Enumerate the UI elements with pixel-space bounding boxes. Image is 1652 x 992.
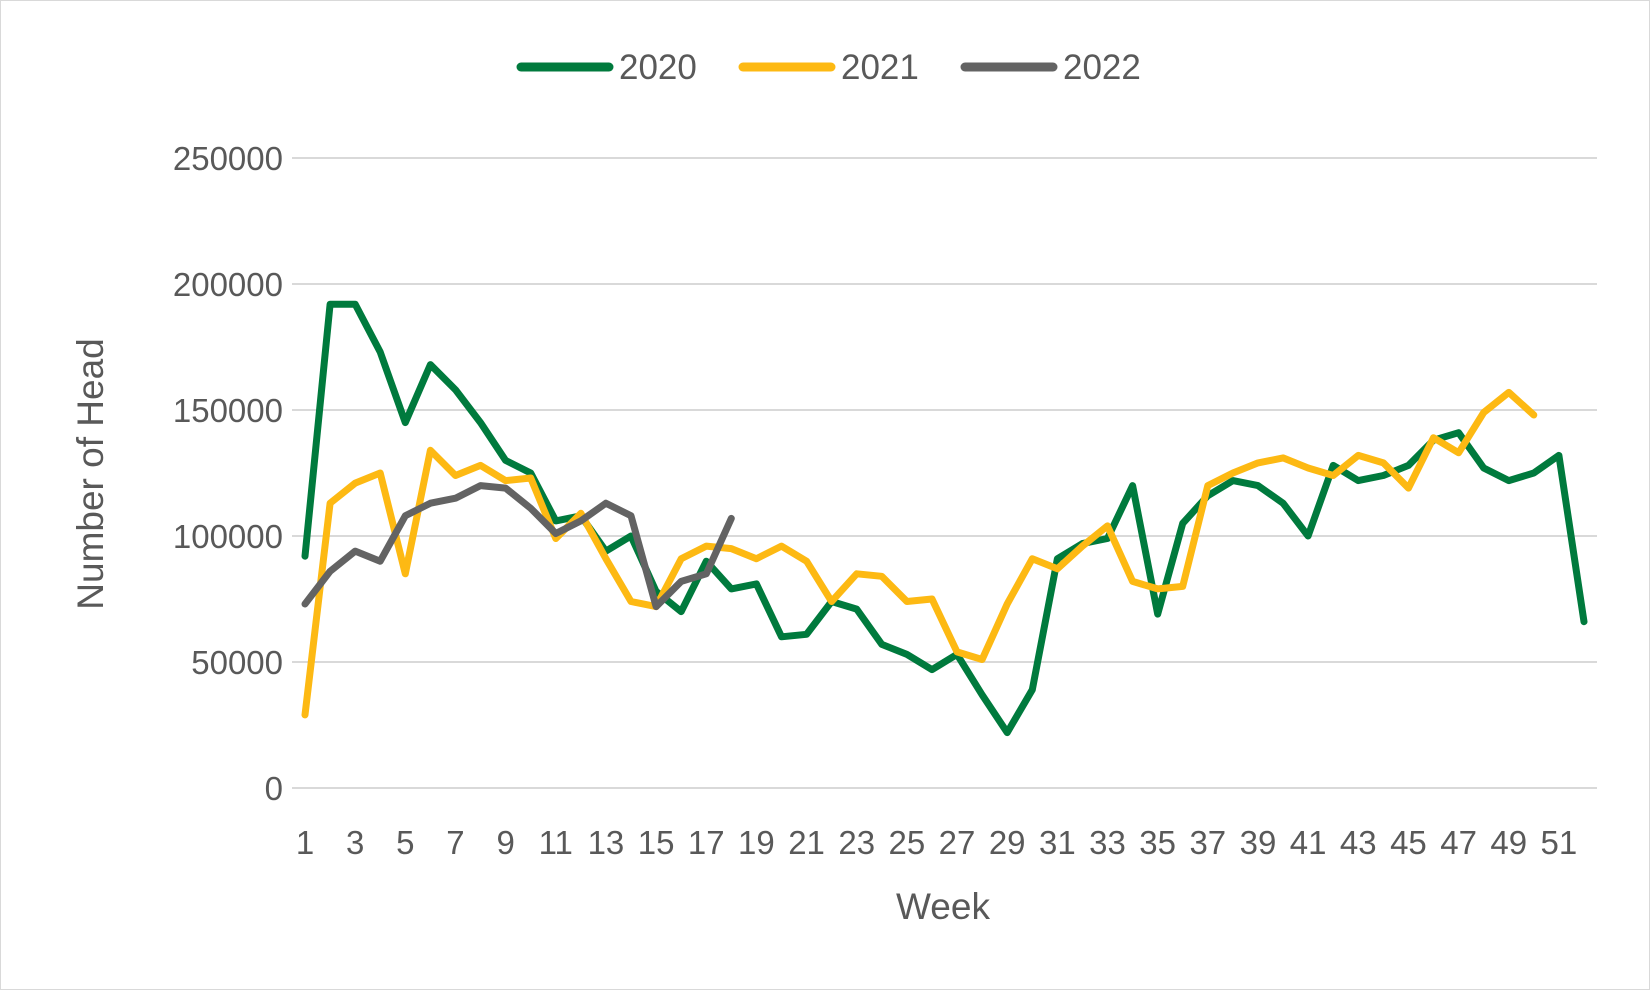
x-tick-label: 7 <box>446 824 464 861</box>
series-line-2021 <box>301 388 1538 719</box>
x-tick-label: 23 <box>838 824 875 861</box>
y-tick-label: 250000 <box>173 140 283 177</box>
legend-item-2021: 2021 <box>738 48 919 87</box>
x-tick-label: 41 <box>1290 824 1327 861</box>
legend-item-2020: 2020 <box>516 48 697 87</box>
x-tick-label: 21 <box>788 824 825 861</box>
x-tick-label: 43 <box>1340 824 1377 861</box>
x-tick-label: 27 <box>939 824 976 861</box>
x-tick-label: 29 <box>989 824 1026 861</box>
x-tick-label: 25 <box>889 824 926 861</box>
series-line-2022 <box>301 482 735 611</box>
series-lines <box>301 300 1588 737</box>
x-tick-label: 33 <box>1089 824 1126 861</box>
y-tick-label: 200000 <box>173 266 283 303</box>
y-tick-label: 50000 <box>191 644 283 681</box>
legend-item-2022: 2022 <box>960 48 1141 87</box>
x-tick-label: 45 <box>1390 824 1427 861</box>
x-tick-label: 37 <box>1189 824 1226 861</box>
x-tick-label: 51 <box>1541 824 1578 861</box>
gridlines <box>292 157 1597 789</box>
y-axis-title: Number of Head <box>70 338 111 609</box>
y-axis-tick-labels: 0 50000 100000 150000 200000 250000 <box>173 140 283 807</box>
series-2020 <box>301 300 1588 737</box>
x-tick-label: 1 <box>296 824 314 861</box>
x-axis-tick-labels: 1 3 5 7 9 11 13 15 17 19 21 23 25 27 29 31 33 35 37 39 41 43 4… <box>296 824 1577 861</box>
x-tick-label: 35 <box>1139 824 1176 861</box>
x-tick-label: 17 <box>688 824 725 861</box>
x-tick-label: 9 <box>496 824 514 861</box>
x-tick-label: 13 <box>588 824 625 861</box>
legend: 2020 2021 2022 <box>516 48 1141 87</box>
x-tick-label: 11 <box>539 824 573 861</box>
x-tick-label: 49 <box>1490 824 1527 861</box>
y-tick-label: 100000 <box>173 518 283 555</box>
y-tick-label: 0 <box>265 770 283 807</box>
x-tick-label: 47 <box>1440 824 1477 861</box>
x-tick-label: 31 <box>1039 824 1076 861</box>
series-2022 <box>301 482 735 611</box>
y-tick-label: 150000 <box>173 392 283 429</box>
series-line-2020 <box>301 300 1588 737</box>
legend-label: 2021 <box>841 48 919 87</box>
x-tick-label: 5 <box>396 824 414 861</box>
x-tick-label: 3 <box>346 824 364 861</box>
legend-label: 2022 <box>1063 48 1141 87</box>
x-tick-label: 39 <box>1240 824 1277 861</box>
legend-label: 2020 <box>619 48 697 87</box>
x-axis-title: Week <box>896 886 990 927</box>
series-2021 <box>301 388 1538 719</box>
x-tick-label: 15 <box>638 824 675 861</box>
x-tick-label: 19 <box>738 824 775 861</box>
